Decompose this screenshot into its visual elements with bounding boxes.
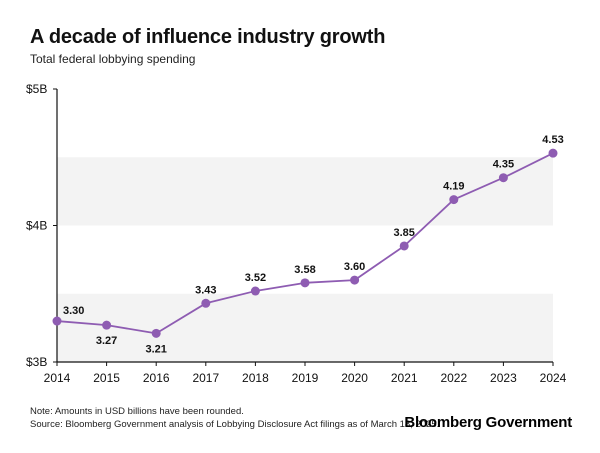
data-point (399, 241, 409, 251)
data-point (350, 275, 360, 285)
data-label: 3.21 (145, 343, 166, 355)
x-tick-label: 2018 (242, 371, 269, 385)
data-label: 3.85 (393, 227, 414, 239)
data-point (548, 148, 558, 158)
data-point (300, 278, 310, 288)
chart-footer: Note: Amounts in USD billions have been … (30, 405, 439, 431)
brand-logo: Bloomberg Government (404, 414, 572, 431)
data-point (250, 286, 260, 296)
data-point (52, 316, 62, 326)
shaded-band-1 (57, 157, 553, 226)
data-point (102, 320, 112, 330)
data-label: 4.19 (443, 181, 464, 193)
data-label: 4.53 (542, 134, 563, 146)
x-tick-label: 2020 (341, 371, 368, 385)
x-tick-label: 2017 (192, 371, 219, 385)
chart-subtitle: Total federal lobbying spending (30, 52, 196, 66)
data-label: 4.35 (493, 159, 514, 171)
data-label: 3.27 (96, 335, 117, 347)
x-tick-label: 2024 (540, 371, 567, 385)
y-tick-label: $4B (26, 219, 47, 233)
x-tick-label: 2019 (292, 371, 319, 385)
data-label: 3.30 (63, 305, 84, 317)
x-tick-label: 2021 (391, 371, 418, 385)
x-tick-label: 2023 (490, 371, 517, 385)
data-label: 3.52 (245, 272, 266, 284)
footnote-text: Note: Amounts in USD billions have been … (30, 406, 244, 417)
data-point (151, 328, 161, 338)
line-chart: $3B $4B $5B 2014 2015 2016 2017 2018 2019 2020 202… (26, 82, 567, 385)
y-tick-label: $3B (26, 355, 47, 369)
source-text: Source: Bloomberg Government analysis of… (30, 419, 440, 430)
chart-title: A decade of influence industry growth (30, 26, 386, 48)
x-tick-label: 2014 (44, 371, 71, 385)
data-label: 3.60 (344, 261, 365, 273)
data-point (449, 195, 459, 205)
x-tick-label: 2015 (93, 371, 120, 385)
data-point (201, 298, 211, 308)
shaded-band-0 (57, 293, 553, 362)
data-label: 3.58 (294, 264, 315, 276)
data-point (498, 173, 508, 183)
y-tick-label: $5B (26, 82, 47, 96)
x-tick-label: 2016 (143, 371, 170, 385)
data-label: 3.43 (195, 284, 216, 296)
x-tick-label: 2022 (440, 371, 467, 385)
